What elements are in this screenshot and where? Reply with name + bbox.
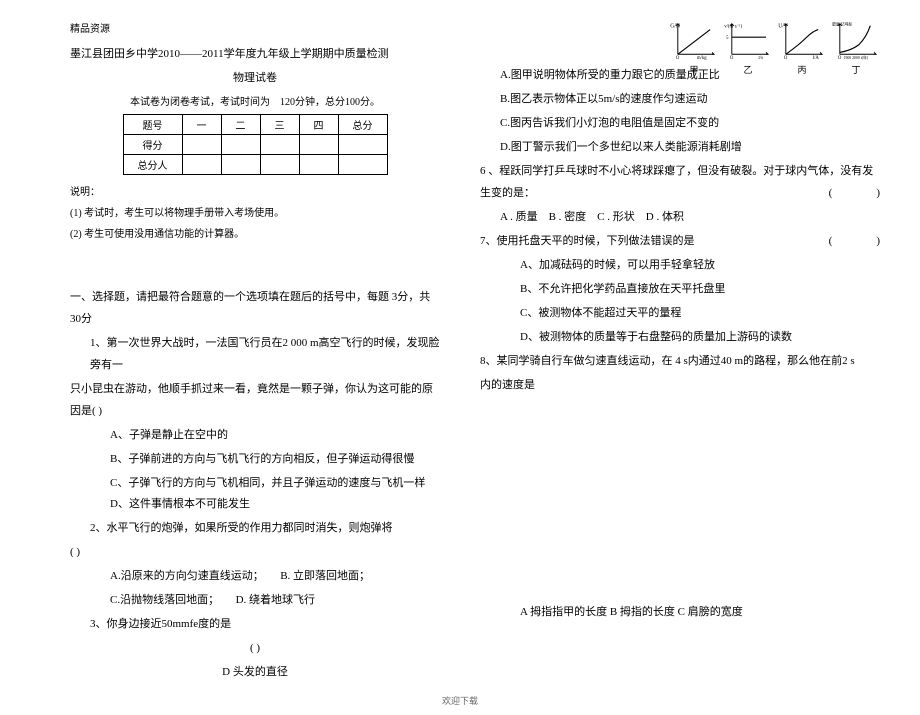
th: 三 <box>260 115 299 135</box>
svg-text:I/A: I/A <box>812 56 819 60</box>
lowerR: A 拇指指甲的长度 B 拇指的长度 C 肩膀的宽度 <box>480 601 880 623</box>
q2C: C.沿抛物线落回地面； <box>110 594 219 606</box>
th: 题号 <box>123 115 182 135</box>
corner-label: 精品资源 <box>70 20 440 35</box>
th: 四 <box>299 115 338 135</box>
svg-text:O: O <box>730 56 734 60</box>
q1B: B、子弹前进的方向与飞机飞行的方向相反，但子弹运动得很慢 <box>70 448 440 470</box>
exam-note: 本试卷为闭卷考试，考试时间为 120分钟，总分100分。 <box>70 93 440 108</box>
q7C: C、被测物体不能超过天平的量程 <box>480 302 880 324</box>
subtitle: 物理试卷 <box>70 69 440 85</box>
q7: 7、使用托盘天平的时候，下列做法错误的是 ( ) <box>480 230 880 252</box>
main-title: 墨江县团田乡中学2010——2011学年度九年级上学期期中质量检测 <box>70 45 440 61</box>
q2A: A.沿原来的方向匀速直线运动； <box>110 570 264 582</box>
svg-text:能量/亿吨标: 能量/亿吨标 <box>832 22 852 27</box>
q8: 8、某同学骑自行车做匀速直线运动，在 4 s内通过40 m的路程，那么他在前2 … <box>480 350 880 372</box>
q3: 3、你身边接近50mmfe度的是 <box>70 613 440 635</box>
sm2: (2) 考生可使用没用通信功能的计算器。 <box>70 225 440 240</box>
q5C: C.图丙告诉我们小灯泡的电阻值是固定不变的 <box>480 112 880 134</box>
svg-text:5: 5 <box>726 36 729 41</box>
footer: 欢迎下载 <box>0 694 920 707</box>
th: 二 <box>221 115 260 135</box>
graph-3: U/V O I/A 丙 <box>778 20 826 60</box>
graphs-row: G/N O m/kg 甲 v/(m·s⁻¹) 5 O t/s <box>480 20 880 60</box>
q3p: ( ) <box>70 637 440 659</box>
q6p: ( ) <box>829 182 880 204</box>
graph-1: G/N O m/kg 甲 <box>670 20 718 60</box>
score-table: 题号 一 二 三 四 总分 得分 总分人 <box>123 114 388 175</box>
q7D: D、被测物体的质量等于右盘整码的质量加上游码的读数 <box>480 326 880 348</box>
q5D: D.图丁警示我们一个多世纪以来人类能源消耗剧增 <box>480 136 880 158</box>
q7A: A、加减砝码的时候，可以用手轻拿轻放 <box>480 254 880 276</box>
q6opts: A . 质量 B . 密度 C . 形状 D . 体积 <box>480 206 880 228</box>
g1x: m/kg <box>697 56 707 60</box>
g2c: 乙 <box>724 63 772 76</box>
th: 一 <box>182 115 221 135</box>
td: 得分 <box>123 135 182 155</box>
td: 总分人 <box>123 155 182 175</box>
g3c: 丙 <box>778 63 826 76</box>
g1y: G/N <box>670 24 680 30</box>
g4c: 丁 <box>832 63 880 76</box>
q1C: C、子弹飞行的方向与飞机相同，并且子弹运动的速度与飞机一样 <box>70 472 440 494</box>
svg-text:U/V: U/V <box>778 24 789 30</box>
svg-text:O: O <box>838 56 842 60</box>
q7p: ( ) <box>829 230 880 252</box>
q1b: 只小昆虫在游动，他顺手抓过来一看，竟然是一颗子弹，你认为这可能的原因是( ) <box>70 378 440 422</box>
q2AB: A.沿原来的方向匀速直线运动； B. 立即落回地面； <box>70 565 440 587</box>
graph-2: v/(m·s⁻¹) 5 O t/s 乙 <box>724 20 772 60</box>
q2CD: C.沿抛物线落回地面； D. 绕着地球飞行 <box>70 589 440 611</box>
svg-text:O: O <box>676 56 680 60</box>
q2p: ( ) <box>70 541 440 563</box>
graph-4: 能量/亿吨标 O 1900 2000 t(年) 丁 <box>832 20 880 60</box>
th: 总分 <box>338 115 387 135</box>
q2: 2、水平飞行的炮弹，如果所受的作用力都同时消失，则炮弹将 <box>70 517 440 539</box>
q8b: 内的速度是 <box>480 374 880 396</box>
q2B: B. 立即落回地面； <box>280 570 370 582</box>
q1A: A、子弹是静止在空中的 <box>70 424 440 446</box>
q5B: B.图乙表示物体正以5m/s的速度作匀速运动 <box>480 88 880 110</box>
q1: 1、第一次世界大战时，一法国飞行员在2 000 m高空飞行的时候，发现脸旁有一 <box>70 332 440 376</box>
q2D: D. 绕着地球飞行 <box>236 594 315 606</box>
q6: 6 、程跃同学打乒乓球时不小心将球踩瘪了，但没有破裂。对于球内气体，没有发生变的… <box>480 160 880 204</box>
svg-text:t/s: t/s <box>758 56 763 60</box>
g1c: 甲 <box>670 63 718 76</box>
svg-text:v/(m·s⁻¹): v/(m·s⁻¹) <box>724 24 742 30</box>
q7B: B、不允许把化学药品直接放在天平托盘里 <box>480 278 880 300</box>
shuoming: 说明： <box>70 183 440 198</box>
svg-text:O: O <box>784 56 788 60</box>
svg-text:1900 2000 t(年): 1900 2000 t(年) <box>844 55 869 60</box>
q3D: D 头发的直径 <box>70 661 440 683</box>
section1: 一、选择题，请把最符合题意的一个选项填在题后的括号中，每题 3分，共30分 <box>70 286 440 330</box>
sm1: (1) 考试时，考生可以将物理手册带入考场使用。 <box>70 204 440 219</box>
q1D: D、这件事情根本不可能发生 <box>70 493 440 515</box>
